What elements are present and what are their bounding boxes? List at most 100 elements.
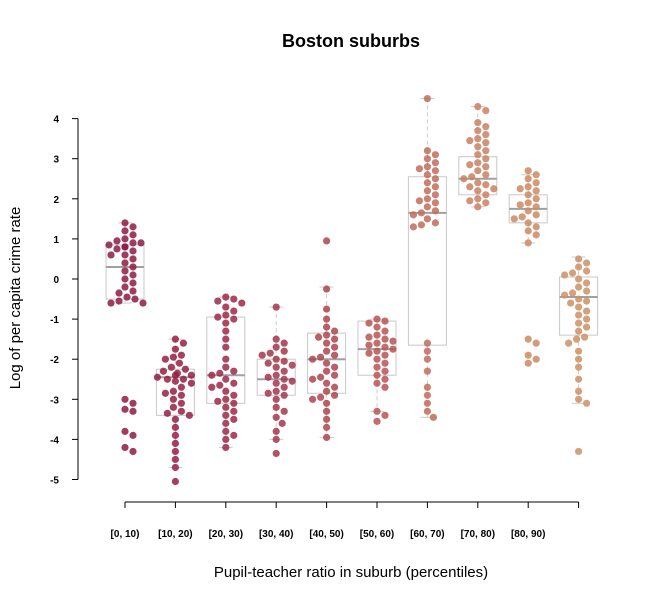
data-point [373, 363, 381, 371]
data-point [222, 403, 230, 411]
data-point [309, 375, 317, 383]
data-point [466, 183, 474, 191]
data-point [272, 303, 280, 311]
data-point [129, 255, 137, 263]
data-point [474, 119, 482, 127]
data-point [373, 323, 381, 331]
data-point [177, 383, 185, 391]
data-point [208, 383, 216, 391]
data-point [474, 203, 482, 211]
data-point [431, 207, 439, 215]
data-point [423, 407, 431, 415]
data-point [524, 167, 532, 175]
data-point [169, 353, 177, 361]
data-point [323, 433, 331, 441]
data-point [389, 345, 397, 353]
x-axis: [0, 10) [10, 20) [20, 30) [30, 40) [40, 50) [… [111, 501, 580, 540]
x-axis-label: Pupil-teacher ratio in suburb (percentil… [214, 564, 488, 581]
data-point [230, 379, 238, 387]
data-point [280, 391, 288, 399]
data-point [323, 339, 331, 347]
data-point [381, 335, 389, 343]
data-point [171, 439, 179, 448]
data-point [230, 431, 238, 439]
data-point [575, 295, 583, 303]
data-point [115, 297, 123, 305]
data-point [524, 199, 532, 207]
data-point [468, 173, 476, 181]
data-point [167, 363, 175, 371]
data-point [331, 343, 339, 351]
x-tick-label: [50, 60) [360, 529, 394, 540]
y-tick-label: 4 [53, 115, 59, 126]
data-point [123, 293, 131, 301]
data-point [230, 407, 238, 415]
box-rect [155, 368, 195, 416]
data-point [171, 345, 179, 353]
data-point [381, 375, 389, 383]
x-tick-label: [10, 20) [158, 529, 192, 540]
data-point [187, 371, 195, 379]
data-point [575, 395, 583, 403]
data-point [175, 359, 183, 367]
data-point [280, 383, 288, 391]
data-point [323, 399, 331, 407]
data-point [264, 373, 272, 381]
data-point [230, 367, 238, 375]
data-point [121, 219, 129, 227]
data-point [129, 447, 137, 456]
data-point [171, 377, 179, 385]
data-point [113, 237, 121, 245]
data-point [222, 427, 230, 435]
data-point [583, 267, 591, 275]
data-point [409, 223, 417, 231]
data-point [177, 399, 185, 407]
data-point [230, 315, 238, 323]
data-point [524, 239, 532, 247]
data-point [516, 185, 524, 193]
data-point [181, 365, 189, 373]
data-point [373, 339, 381, 347]
data-point [389, 337, 397, 345]
data-point [524, 219, 532, 227]
data-point [365, 333, 373, 341]
data-point [417, 221, 425, 229]
data-point [524, 335, 532, 343]
data-point [373, 347, 381, 355]
data-point [581, 333, 589, 341]
x-tick-label: [60, 70) [410, 529, 444, 540]
data-point [280, 367, 288, 375]
data-point [272, 363, 280, 371]
x-tick-label: [80, 90) [511, 529, 545, 540]
data-point [323, 359, 331, 367]
data-point [431, 219, 439, 227]
data-point [272, 371, 280, 379]
y-tick-label: 1 [53, 235, 59, 246]
y-tick-label: 2 [53, 195, 59, 206]
data-point [373, 407, 381, 415]
data-point [532, 195, 540, 203]
data-point [121, 235, 129, 243]
data-point [230, 415, 238, 423]
data-point [115, 289, 123, 297]
data-point [222, 411, 230, 419]
data-point [431, 159, 439, 167]
data-point [524, 183, 532, 191]
data-point [129, 263, 137, 271]
data-point [129, 231, 137, 239]
data-point [222, 375, 230, 383]
data-point [121, 395, 129, 403]
data-point [474, 195, 482, 203]
data-point [161, 355, 169, 363]
data-point [431, 175, 439, 183]
data-point [381, 367, 389, 375]
data-point [331, 391, 339, 399]
data-point [272, 403, 280, 411]
data-point [415, 165, 423, 173]
data-point [583, 287, 591, 295]
data-point [139, 299, 147, 307]
data-point [107, 251, 115, 259]
data-point [431, 167, 439, 175]
data-point [121, 283, 129, 291]
